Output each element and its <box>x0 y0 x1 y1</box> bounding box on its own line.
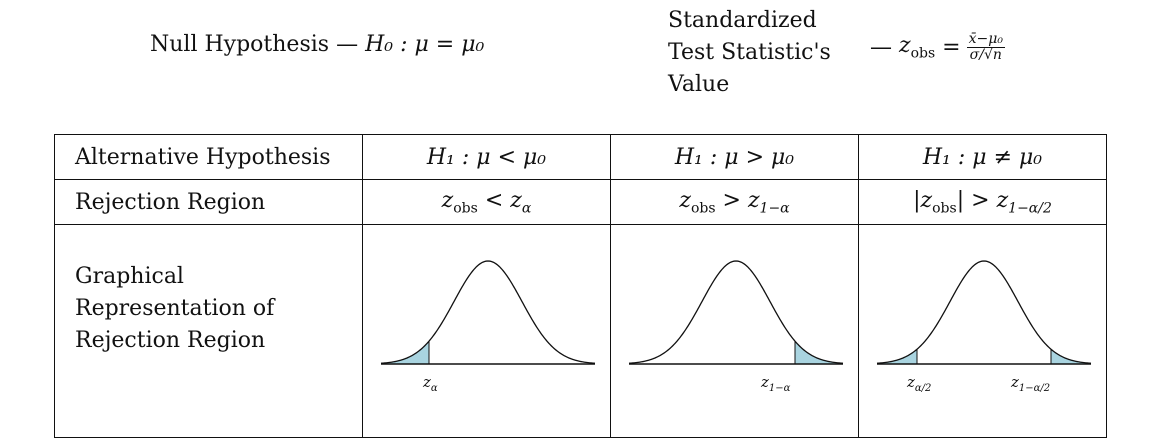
test-statistic-label-line-3: Value <box>668 72 730 97</box>
hypothesis-test-table: Alternative Hypothesis H₁ : μ < μ₀ H₁ : … <box>54 134 1107 438</box>
bell-curve-left <box>380 260 596 364</box>
normal-curve-left <box>380 260 596 365</box>
alt-left-tailed: H₁ : μ < μ₀ <box>362 134 611 180</box>
graphical-representation-label: Graphical Representation of Rejection Re… <box>54 224 363 438</box>
graphical-row: Graphical Representation of Rejection Re… <box>54 224 1107 438</box>
formula-denominator: σ/√n <box>969 47 1002 63</box>
formula-equals: = <box>942 35 961 60</box>
graph-left-tailed: zα <box>362 224 611 438</box>
graphical-label-line-2: Representation of <box>75 296 275 321</box>
graph-right-tailed: z1−α <box>610 224 859 438</box>
label-z-one-minus-alpha-half: z1−α/2 <box>1011 373 1051 394</box>
test-statistic-formula: — zobs = x̄−μ₀ σ/√n <box>870 32 1005 63</box>
region-two-tailed: |zobs| > z1−α/2 <box>858 179 1107 225</box>
rejection-shade-right <box>795 341 843 364</box>
region-right-tailed: zobs > z1−α <box>610 179 859 225</box>
alt-right-tailed: H₁ : μ > μ₀ <box>610 134 859 180</box>
rejection-shade-left <box>381 341 429 364</box>
formula-dash: — <box>870 35 892 60</box>
alternative-hypothesis-label: Alternative Hypothesis <box>54 134 363 180</box>
graphical-label-line-3: Rejection Region <box>75 328 266 353</box>
label-z-alpha-half: zα/2 <box>907 373 932 394</box>
rejection-region-label: Rejection Region <box>54 179 363 225</box>
graphical-label-line-1: Graphical <box>75 264 184 289</box>
test-statistic-label-line-1: Standardized <box>668 8 817 33</box>
rejection-shade-two-left <box>877 349 917 364</box>
region-left-tailed: zobs < zα <box>362 179 611 225</box>
normal-curve-right <box>628 260 844 365</box>
null-hypothesis-expr: H₀ : μ = μ₀ <box>365 32 485 57</box>
label-z-alpha: zα <box>423 373 438 394</box>
rejection-shade-two-right <box>1051 349 1091 364</box>
formula-lhs: zobs <box>899 33 936 62</box>
test-statistic-label-line-2: Test Statistic's <box>668 40 831 65</box>
null-hypothesis: Null Hypothesis — H₀ : μ = μ₀ <box>150 32 484 57</box>
alternative-row: Alternative Hypothesis H₁ : μ < μ₀ H₁ : … <box>54 134 1107 180</box>
normal-curve-two <box>876 260 1092 365</box>
rejection-row: Rejection Region zobs < zα zobs > z1−α |… <box>54 179 1107 225</box>
label-z-one-minus-alpha: z1−α <box>761 373 791 394</box>
bell-curve-two <box>876 260 1092 364</box>
formula-fraction: x̄−μ₀ σ/√n <box>966 31 1005 63</box>
alt-two-tailed: H₁ : μ ≠ μ₀ <box>858 134 1107 180</box>
bell-curve-right <box>628 260 844 364</box>
null-hypothesis-label: Null Hypothesis — <box>150 32 359 57</box>
test-statistic-label: Standardized Test Statistic's Value <box>668 5 831 101</box>
formula-numerator: x̄−μ₀ <box>966 31 1005 48</box>
graph-two-tailed: zα/2 z1−α/2 <box>858 224 1107 438</box>
